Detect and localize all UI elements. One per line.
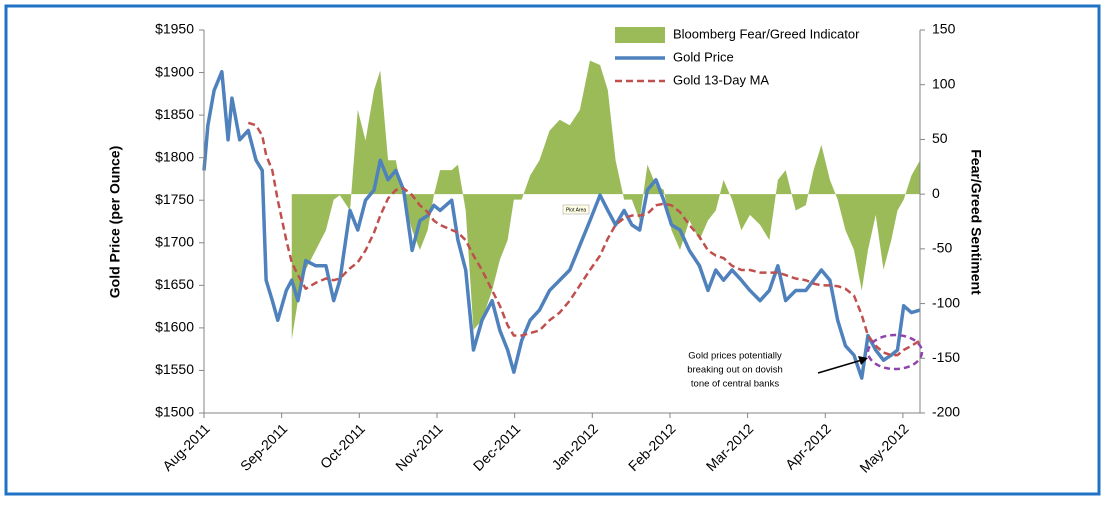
legend: Bloomberg Fear/Greed Indicator Gold Price… — [615, 26, 860, 87]
y-tick-label: $1850 — [155, 106, 194, 122]
y2-tick-label: -200 — [932, 404, 960, 420]
y2-tick-label: -100 — [932, 294, 960, 310]
legend-swatch — [615, 27, 665, 43]
highlight-ellipse — [866, 333, 924, 371]
y-axis-label: Gold Price (per Ounce) — [107, 146, 123, 298]
y-tick-label: $1900 — [155, 63, 194, 79]
y-tick-label: $1950 — [155, 21, 194, 37]
y2-tick-label: -50 — [932, 240, 952, 256]
y2-axis-label: Fear/Greed Sentiment — [968, 149, 984, 295]
annotation: Gold prices potentially breaking out on … — [687, 351, 783, 390]
y2-tick-label: 100 — [932, 75, 956, 91]
y2-tick-label: 150 — [932, 21, 956, 37]
y2-tick-label: 0 — [932, 185, 940, 201]
y-tick-label: $1600 — [155, 319, 194, 335]
legend-label: Gold 13-Day MA — [673, 72, 769, 87]
y2-tick-label: 50 — [932, 130, 948, 146]
y-tick-label: $1500 — [155, 404, 194, 420]
area — [291, 60, 921, 340]
y-tick-label: $1550 — [155, 361, 194, 377]
y-tick-label: $1800 — [155, 148, 194, 164]
tooltip: Plot Area — [566, 207, 587, 213]
legend-label: Gold Price — [673, 49, 734, 64]
tooltip-box — [562, 204, 590, 215]
annotation-line: breaking out on dovish — [687, 365, 783, 376]
arrow-head — [858, 356, 868, 365]
legend-label: Bloomberg Fear/Greed Indicator — [673, 26, 860, 41]
dashed-line — [247, 121, 921, 357]
plot-area — [202, 60, 921, 380]
y-tick-label: $1650 — [155, 276, 194, 292]
y2-tick-label: -150 — [932, 349, 960, 365]
line — [202, 69, 921, 380]
annotation-line: tone of central banks — [691, 379, 779, 390]
y-tick-label: $1750 — [155, 191, 194, 207]
annotation-line: Gold prices potentially — [688, 351, 782, 362]
y-tick-label: $1700 — [155, 233, 194, 249]
annotation-arrow — [817, 359, 863, 374]
